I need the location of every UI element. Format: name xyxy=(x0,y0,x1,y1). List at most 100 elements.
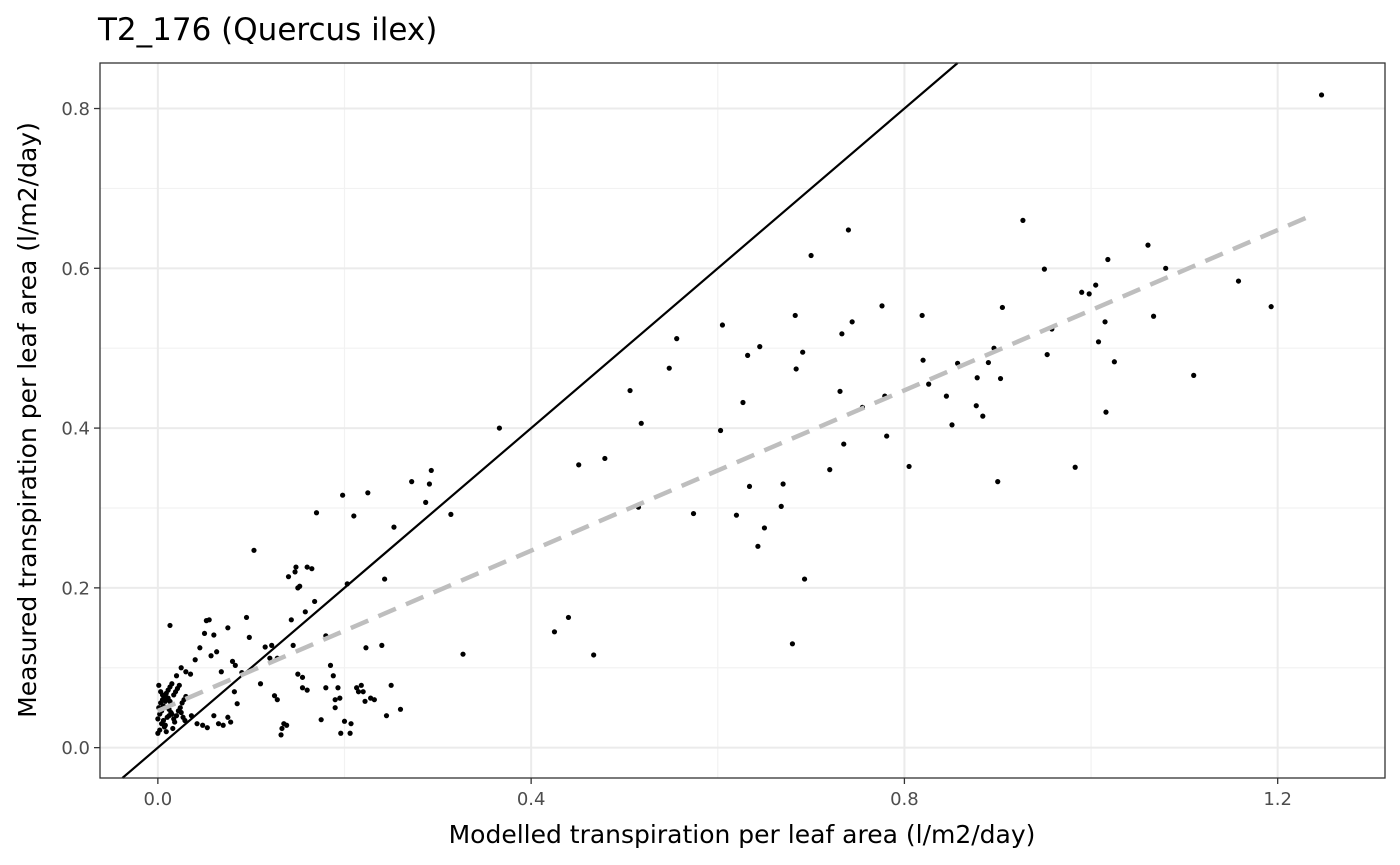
data-point xyxy=(348,721,354,727)
data-point xyxy=(602,455,608,462)
x-tick-label: 0.0 xyxy=(144,789,173,810)
data-point xyxy=(800,349,806,355)
data-point xyxy=(1095,339,1102,345)
data-point xyxy=(234,701,240,707)
data-point xyxy=(365,490,371,496)
data-point xyxy=(293,564,299,570)
data-point xyxy=(155,716,161,722)
data-point xyxy=(448,511,454,517)
data-point xyxy=(347,730,353,736)
data-point xyxy=(1163,265,1169,271)
data-point xyxy=(808,252,814,259)
x-axis-title: Modelled transpiration per leaf area (l/… xyxy=(449,820,1036,849)
data-point xyxy=(358,682,364,688)
data-point xyxy=(161,724,167,730)
data-point xyxy=(204,725,210,731)
data-point xyxy=(214,649,220,655)
data-point xyxy=(318,717,324,723)
data-point xyxy=(388,682,394,688)
data-point xyxy=(178,709,184,716)
grid xyxy=(100,63,1385,778)
data-point xyxy=(379,642,385,648)
data-point xyxy=(980,413,986,419)
x-axis: 0.0 0.4 0.8 1.2 xyxy=(144,778,1292,810)
data-point xyxy=(733,512,740,518)
data-point xyxy=(354,685,360,691)
data-point xyxy=(383,713,390,719)
data-point xyxy=(218,669,224,675)
data-point xyxy=(793,366,799,372)
data-point xyxy=(257,681,264,687)
data-point xyxy=(309,566,315,572)
data-point xyxy=(397,706,404,712)
data-point xyxy=(271,693,278,699)
data-point xyxy=(1102,319,1108,325)
data-point xyxy=(879,303,885,309)
data-point xyxy=(313,510,320,516)
data-point xyxy=(382,576,388,582)
data-point xyxy=(251,547,257,553)
data-point xyxy=(778,503,784,509)
data-point xyxy=(565,614,572,621)
data-point xyxy=(338,730,344,736)
y-tick-label: 0.6 xyxy=(61,259,90,280)
data-point xyxy=(197,645,203,651)
data-point xyxy=(262,644,268,650)
data-point xyxy=(761,525,768,531)
data-point xyxy=(337,695,343,701)
data-point xyxy=(999,304,1005,311)
y-axis: 0.0 0.2 0.4 0.6 0.8 xyxy=(61,99,100,759)
data-point xyxy=(496,425,503,431)
data-point xyxy=(638,420,644,426)
data-point xyxy=(1145,242,1151,248)
data-point xyxy=(1079,289,1085,295)
data-point xyxy=(789,641,796,647)
identity-line-layer xyxy=(121,62,959,779)
data-point xyxy=(428,467,434,474)
data-point xyxy=(1191,372,1197,378)
data-point xyxy=(302,609,308,615)
data-point xyxy=(355,689,362,695)
data-point xyxy=(340,492,346,498)
data-point xyxy=(780,481,786,487)
data-point xyxy=(849,319,855,325)
data-point xyxy=(178,665,184,671)
data-point xyxy=(551,629,558,635)
data-point xyxy=(363,645,369,651)
fit-line xyxy=(156,215,1307,713)
data-point xyxy=(1072,464,1078,470)
data-point xyxy=(156,682,162,688)
data-point xyxy=(719,322,726,328)
x-tick-label: 0.4 xyxy=(517,789,546,810)
data-point xyxy=(299,685,306,691)
data-point xyxy=(269,642,275,648)
data-point xyxy=(246,634,252,640)
x-tick-label: 1.2 xyxy=(1263,789,1292,810)
data-point xyxy=(157,727,163,733)
data-point xyxy=(225,714,231,720)
x-tick-label: 0.8 xyxy=(890,789,919,810)
data-point xyxy=(1318,92,1325,98)
data-point xyxy=(228,719,234,725)
data-point xyxy=(801,576,808,582)
data-point xyxy=(746,483,753,490)
data-point xyxy=(1105,256,1111,263)
data-point xyxy=(292,569,298,575)
data-point xyxy=(985,359,991,366)
y-axis-title: Measured transpiration per leaf area (l/… xyxy=(13,122,42,718)
data-point xyxy=(755,543,761,549)
data-point xyxy=(297,583,303,589)
data-point xyxy=(312,598,318,605)
data-point xyxy=(351,513,357,519)
data-point xyxy=(163,729,169,735)
data-point xyxy=(288,617,294,623)
data-point xyxy=(409,479,415,485)
data-point xyxy=(327,662,334,668)
data-point xyxy=(171,716,177,722)
data-point xyxy=(666,365,672,371)
data-point xyxy=(1268,304,1274,310)
data-point xyxy=(926,381,932,387)
data-point xyxy=(170,725,176,732)
data-point xyxy=(740,399,746,406)
